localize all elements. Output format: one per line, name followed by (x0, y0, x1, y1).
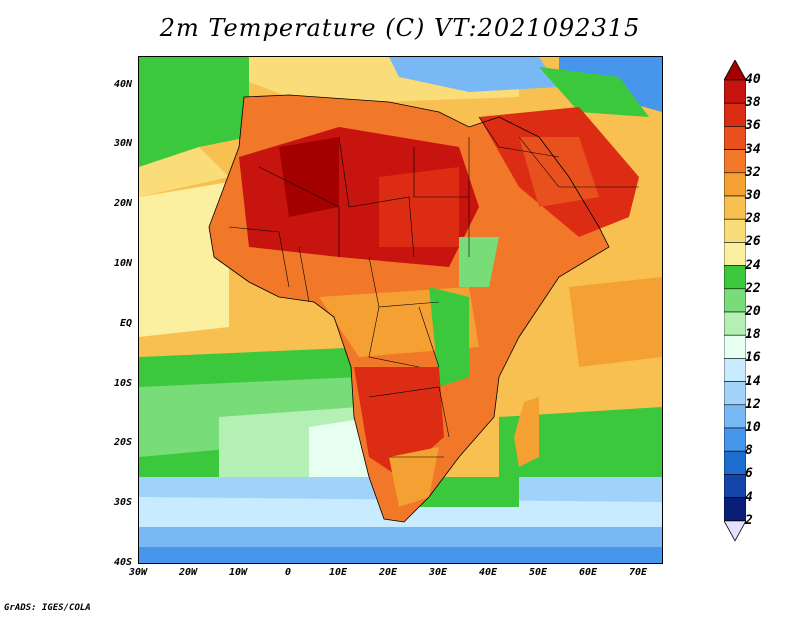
y-tick-label: EQ (119, 318, 132, 329)
colorbar-swatch (724, 427, 746, 452)
y-tick-label: 10N (113, 258, 132, 269)
colorbar-swatch (724, 404, 746, 429)
x-tick-label: 30E (428, 567, 448, 578)
colorbar-label: 16 (745, 350, 761, 366)
black-sea-region (389, 57, 559, 92)
colorbar-label: 26 (745, 234, 761, 250)
colorbar-label: 30 (745, 188, 761, 203)
south-indian-green (499, 407, 662, 497)
colorbar-label: 38 (745, 95, 761, 111)
colorbar-label: 10 (745, 420, 761, 435)
southern-africa-hot (354, 367, 444, 477)
credit-text: GrADS: IGES/COLA (4, 603, 91, 613)
colorbar-label: 28 (745, 211, 761, 227)
colorbar-label: 20 (745, 304, 761, 319)
country-borders (228, 116, 639, 458)
colorbar-swatch (724, 450, 746, 475)
colorbar-swatch (724, 172, 746, 197)
y-tick-label: 20N (113, 198, 132, 209)
colorbar-swatch (724, 102, 746, 127)
colorbar-label: 6 (745, 466, 753, 482)
colorbar-swatch (724, 497, 746, 522)
colorbar-swatch (724, 242, 746, 266)
x-tick-label: 0 (284, 567, 292, 578)
colorbar-label: 2 (745, 512, 753, 528)
x-tick-label: 20W (178, 567, 198, 578)
coastline (208, 94, 610, 523)
colorbar-label: 14 (745, 373, 761, 389)
tropical-atlantic (139, 182, 229, 337)
y-tick-label: 30S (113, 497, 132, 508)
y-tick-label: 40S (113, 557, 132, 568)
colorbar-swatch (724, 195, 746, 220)
colorbar-swatch (724, 311, 746, 336)
colorbar-swatch (724, 381, 746, 406)
x-tick-label: 40E (478, 567, 498, 578)
north-atlantic-green (139, 57, 249, 167)
map-canvas (139, 57, 662, 563)
colorbar-label: 18 (745, 327, 761, 343)
colorbar-top-arrow (724, 60, 746, 81)
x-tick-label: 50E (528, 567, 548, 578)
colorbar-bottom-arrow (724, 520, 746, 542)
colorbar-label: 36 (745, 118, 761, 134)
colorbar-label: 22 (745, 280, 761, 296)
colorbar-swatch (724, 149, 746, 174)
x-tick-label: 30W (128, 567, 148, 578)
x-tick-label: 10E (328, 567, 348, 578)
colorbar-label: 24 (745, 257, 761, 273)
colorbar-swatch (724, 126, 746, 150)
y-tick-label: 30N (113, 138, 132, 149)
y-tick-label: 40N (113, 79, 132, 90)
x-tick-label: 60E (578, 567, 598, 578)
chart-title: 2m Temperature (C) VT:2021092315 (159, 14, 641, 42)
colorbar-label: 8 (745, 443, 753, 459)
colorbar (724, 60, 746, 542)
colorbar-swatch (724, 79, 746, 104)
y-tick-label: 20S (113, 437, 132, 448)
temperature-map (138, 56, 663, 564)
colorbar-swatch (724, 288, 746, 313)
colorbar-swatch (724, 265, 746, 290)
colorbar-label: 32 (745, 164, 761, 180)
east-african-highlands (429, 287, 469, 387)
y-tick-label: 10S (113, 378, 132, 389)
colorbar-swatch (724, 334, 746, 359)
colorbar-label: 4 (745, 489, 753, 505)
x-tick-label: 10W (228, 567, 248, 578)
madagascar (514, 397, 539, 467)
colorbar-label: 40 (745, 72, 761, 87)
colorbar-label: 34 (745, 141, 761, 157)
x-tick-label: 20E (378, 567, 398, 578)
x-tick-label: 70E (628, 567, 648, 578)
colorbar-swatch (724, 474, 746, 498)
colorbar-swatch (724, 358, 746, 382)
colorbar-label: 12 (745, 396, 761, 412)
colorbar-swatch (724, 218, 746, 243)
